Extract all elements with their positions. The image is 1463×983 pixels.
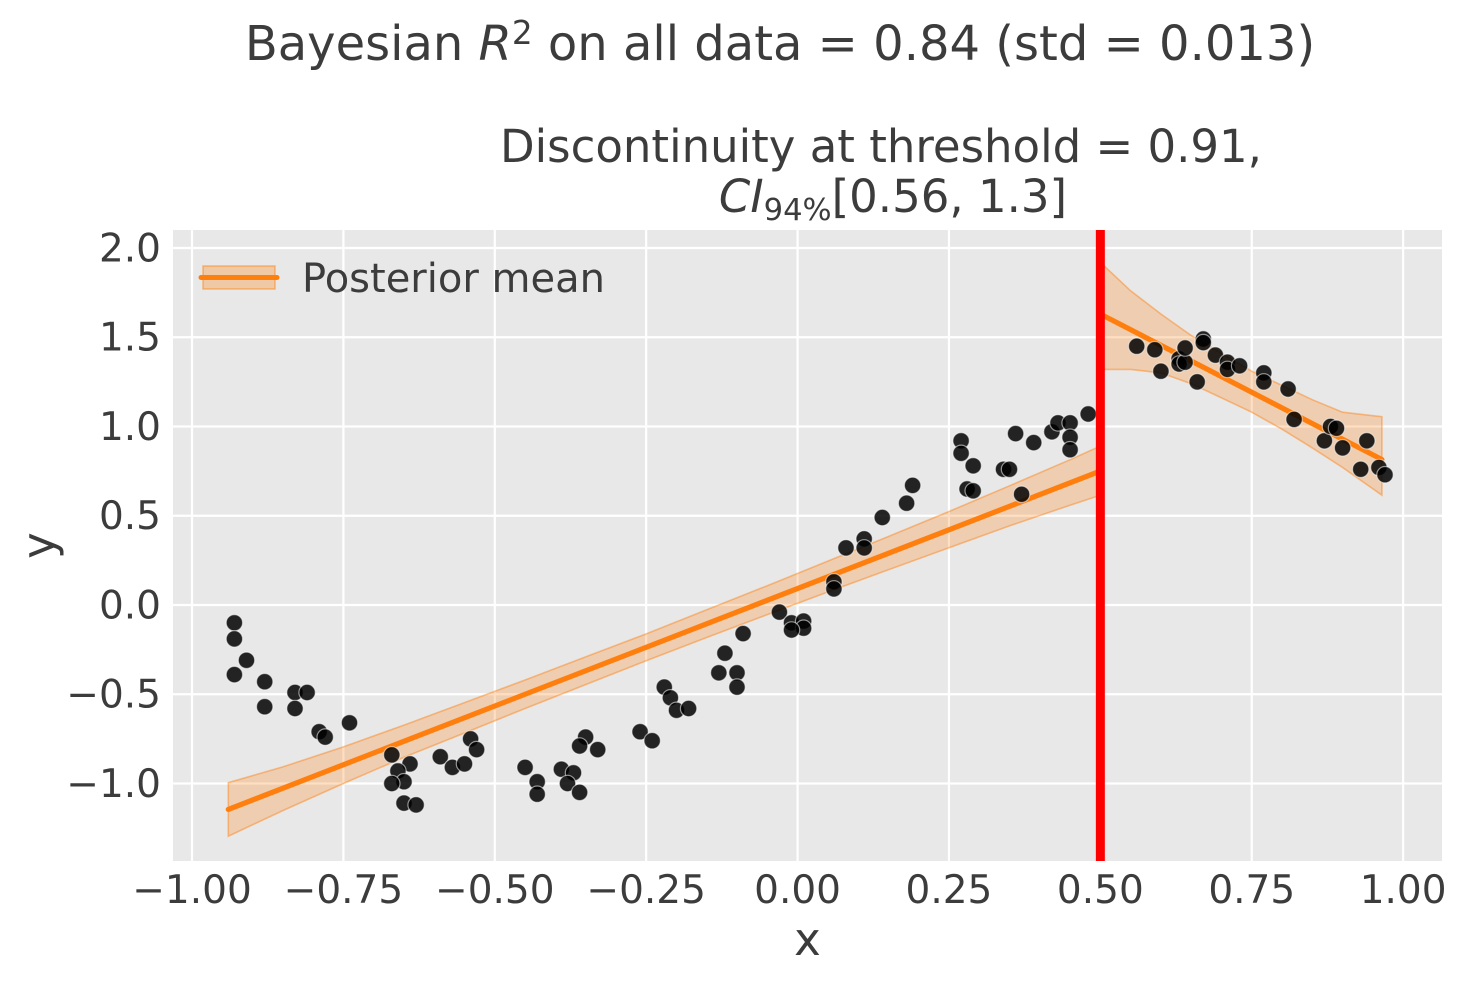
y-tick-label: 1.5 bbox=[99, 316, 161, 361]
scatter-point bbox=[1285, 410, 1303, 429]
scatter-point bbox=[431, 747, 450, 766]
scatter-point bbox=[855, 539, 873, 557]
y-tick-label: 0.0 bbox=[99, 583, 161, 628]
scatter-point bbox=[1333, 439, 1352, 457]
y-tick-label: −0.5 bbox=[66, 673, 161, 718]
x-tick-label: −0.25 bbox=[586, 868, 706, 913]
scatter-point bbox=[286, 699, 304, 718]
scatter-point bbox=[1351, 460, 1370, 479]
scatter-point bbox=[897, 494, 916, 512]
scatter-point bbox=[382, 774, 401, 793]
scatter-point bbox=[782, 621, 801, 639]
x-tick-label: −0.50 bbox=[435, 868, 555, 913]
x-axis-label: x bbox=[794, 913, 821, 966]
scatter-point bbox=[770, 603, 789, 621]
scatter-point bbox=[298, 683, 316, 702]
scatter-point bbox=[467, 740, 486, 759]
scatter-point bbox=[873, 508, 892, 527]
x-tick-label: 0.75 bbox=[1208, 868, 1295, 913]
legend-label: Posterior mean bbox=[302, 256, 605, 302]
x-tick-label: −0.75 bbox=[284, 868, 404, 913]
scatter-point bbox=[825, 580, 843, 598]
scatter-point bbox=[643, 731, 661, 750]
scatter-point bbox=[631, 722, 649, 741]
scatter-point bbox=[1255, 373, 1273, 391]
scatter-point bbox=[1061, 440, 1079, 459]
y-tick-label: 1.0 bbox=[99, 405, 161, 450]
scatter-point bbox=[1194, 333, 1213, 352]
scatter-point bbox=[1376, 465, 1394, 484]
scatter-point bbox=[964, 481, 982, 500]
scatter-point bbox=[1230, 356, 1249, 375]
x-tick-label: 0.00 bbox=[754, 868, 841, 913]
scatter-point bbox=[382, 746, 401, 764]
scatter-point bbox=[1079, 405, 1097, 423]
scatter-point bbox=[407, 796, 425, 814]
scatter-points-layer bbox=[225, 330, 1394, 814]
scatter-point bbox=[837, 539, 855, 557]
posterior-mean-left bbox=[225, 468, 1103, 813]
scatter-point bbox=[1024, 433, 1043, 452]
scatter-point bbox=[237, 651, 256, 670]
scatter-point bbox=[588, 740, 607, 759]
legend: Posterior mean bbox=[198, 256, 605, 302]
y-axis-label: y bbox=[12, 532, 65, 559]
scatter-point bbox=[1012, 485, 1031, 504]
scatter-point bbox=[709, 663, 728, 682]
scatter-point bbox=[964, 456, 982, 475]
scatter-point bbox=[728, 678, 746, 696]
scatter-point bbox=[1188, 373, 1206, 391]
scatter-point bbox=[1152, 362, 1170, 380]
scatter-point bbox=[903, 476, 922, 495]
scatter-point bbox=[952, 444, 970, 463]
scatter-point bbox=[716, 644, 734, 662]
scatter-point bbox=[734, 624, 752, 643]
scatter-point bbox=[1146, 340, 1164, 359]
scatter-point bbox=[570, 783, 589, 802]
scatter-point bbox=[558, 774, 577, 793]
y-tick-label: 0.5 bbox=[99, 494, 161, 539]
y-tick-label: −1.0 bbox=[66, 762, 161, 807]
scatter-point bbox=[340, 713, 359, 732]
x-tick-label: 0.50 bbox=[1057, 868, 1144, 913]
scatter-point bbox=[1127, 337, 1146, 355]
scatter-point bbox=[570, 737, 589, 755]
scatter-point bbox=[1176, 339, 1194, 357]
scatter-point bbox=[528, 785, 546, 803]
scatter-point bbox=[679, 699, 698, 718]
x-tick-label: 1.00 bbox=[1360, 868, 1447, 913]
gridlines-layer bbox=[173, 230, 1442, 861]
scatter-point bbox=[1006, 424, 1025, 443]
scatter-point bbox=[1279, 380, 1297, 398]
scatter-point bbox=[225, 613, 244, 632]
scatter-point bbox=[516, 758, 534, 777]
scatter-point bbox=[316, 728, 334, 746]
scatter-point bbox=[225, 630, 244, 648]
scatter-point bbox=[255, 697, 274, 716]
tick-labels-layer: −1.00 −0.75 −0.50 −0.25 0.00 0.25 0.50 0.75 1.00… bbox=[66, 226, 1446, 913]
scatter-point bbox=[1327, 419, 1346, 438]
scatter-point bbox=[1000, 460, 1019, 479]
scatter-point bbox=[225, 665, 244, 684]
y-tick-label: 2.0 bbox=[99, 226, 161, 271]
annotation-line2: CI94%[0.56, 1.3] bbox=[719, 170, 1067, 228]
x-tick-label: 0.25 bbox=[906, 868, 993, 913]
chart-title: Bayesian R2 on all data = 0.84 (std = 0.… bbox=[245, 14, 1315, 72]
annotation-line1: Discontinuity at threshold = 0.91, bbox=[500, 120, 1262, 173]
scatter-point bbox=[1358, 431, 1376, 450]
scatter-point bbox=[255, 672, 274, 691]
scatter-point bbox=[455, 755, 474, 773]
x-tick-label: −1.00 bbox=[132, 868, 252, 913]
